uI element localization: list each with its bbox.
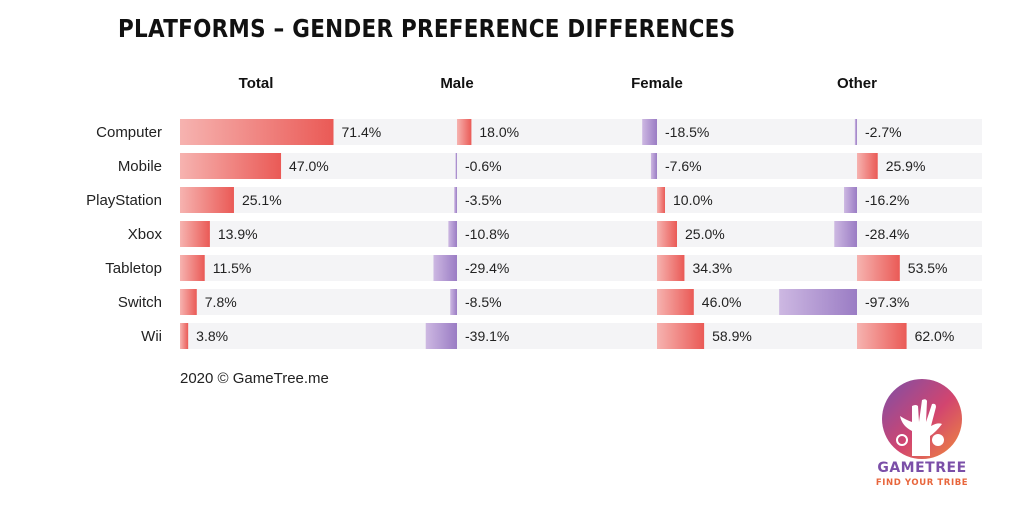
bar-total-mobile	[180, 153, 282, 179]
bar-male-mobile	[455, 153, 457, 179]
row-stripe	[180, 221, 982, 247]
category-label-switch: Switch	[118, 294, 162, 311]
value-label-female-xbox: 25.0%	[685, 226, 725, 242]
value-label-total-mobile: 47.0%	[289, 158, 329, 174]
chart-title: PLATFORMS – GENDER PREFERENCE DIFFERENCE…	[118, 14, 736, 43]
bar-other-wii	[857, 323, 907, 349]
category-label-computer: Computer	[96, 124, 162, 141]
value-label-male-computer: 18.0%	[479, 124, 519, 140]
category-label-xbox: Xbox	[128, 226, 163, 243]
column-header-male: Male	[440, 75, 473, 92]
bar-other-computer	[854, 119, 857, 145]
bar-female-xbox	[657, 221, 677, 247]
category-label-playstation: PlayStation	[86, 192, 162, 209]
value-label-other-wii: 62.0%	[915, 328, 955, 344]
value-label-female-playstation: 10.0%	[673, 192, 713, 208]
value-label-other-switch: -97.3%	[865, 294, 909, 310]
bar-male-tabletop	[433, 255, 457, 281]
value-label-female-mobile: -7.6%	[665, 158, 702, 174]
bar-total-xbox	[180, 221, 210, 247]
bar-male-wii	[425, 323, 457, 349]
bar-other-switch	[779, 289, 857, 315]
value-label-male-mobile: -0.6%	[465, 158, 502, 174]
category-label-tabletop: Tabletop	[105, 260, 162, 277]
value-label-total-wii: 3.8%	[196, 328, 228, 344]
row-stripe	[180, 153, 982, 179]
bar-male-playstation	[454, 187, 457, 213]
logo-emblem-icon	[882, 379, 962, 459]
bars	[180, 119, 907, 349]
value-label-female-computer: -18.5%	[665, 124, 709, 140]
value-label-female-switch: 46.0%	[702, 294, 742, 310]
value-label-other-mobile: 25.9%	[886, 158, 926, 174]
value-label-other-xbox: -28.4%	[865, 226, 909, 242]
value-label-female-wii: 58.9%	[712, 328, 752, 344]
row-stripe	[180, 323, 982, 349]
value-label-total-playstation: 25.1%	[242, 192, 282, 208]
gametree-logo: GAMETREE FIND YOUR TRIBE	[872, 376, 972, 496]
bar-female-mobile	[650, 153, 657, 179]
category-label-mobile: Mobile	[118, 158, 162, 175]
value-label-male-tabletop: -29.4%	[465, 260, 509, 276]
bar-other-playstation	[844, 187, 857, 213]
bar-male-switch	[450, 289, 457, 315]
bar-female-playstation	[657, 187, 665, 213]
bar-total-wii	[180, 323, 189, 349]
value-label-total-switch: 7.8%	[205, 294, 237, 310]
value-label-female-tabletop: 34.3%	[692, 260, 732, 276]
column-header-total: Total	[239, 75, 274, 92]
value-label-male-switch: -8.5%	[465, 294, 502, 310]
logo-wordmark: GAMETREE	[877, 460, 967, 476]
bar-female-wii	[657, 323, 705, 349]
value-label-total-computer: 71.4%	[342, 124, 382, 140]
value-label-other-computer: -2.7%	[865, 124, 902, 140]
category-label-wii: Wii	[141, 328, 162, 345]
bar-female-switch	[657, 289, 694, 315]
bar-other-tabletop	[857, 255, 900, 281]
value-label-male-wii: -39.1%	[465, 328, 509, 344]
value-label-total-tabletop: 11.5%	[213, 260, 252, 276]
value-labels: 71.4% 47.0% 25.1% 13.9% 11.5% 7.8% 3.8% 18.0% -0…	[196, 124, 954, 344]
row-stripe	[180, 187, 982, 213]
value-label-other-tabletop: 53.5%	[908, 260, 948, 276]
bar-male-computer	[457, 119, 472, 145]
bar-female-computer	[642, 119, 657, 145]
row-stripe	[180, 255, 982, 281]
bar-other-xbox	[834, 221, 857, 247]
bar-total-computer	[180, 119, 334, 145]
value-label-male-playstation: -3.5%	[465, 192, 502, 208]
footer-credit: 2020 © GameTree.me	[180, 370, 329, 387]
bar-total-playstation	[180, 187, 234, 213]
value-label-male-xbox: -10.8%	[465, 226, 509, 242]
bar-total-tabletop	[180, 255, 205, 281]
category-labels: Computer Mobile PlayStation Xbox Tabletop Swi…	[86, 124, 162, 345]
column-header-female: Female	[631, 75, 683, 92]
bar-male-xbox	[448, 221, 457, 247]
bar-female-tabletop	[657, 255, 685, 281]
bar-other-mobile	[857, 153, 878, 179]
logo-tagline: FIND YOUR TRIBE	[875, 478, 969, 488]
value-label-total-xbox: 13.9%	[218, 226, 258, 242]
column-headers: Total Male Female Other	[239, 75, 878, 92]
column-header-other: Other	[837, 75, 877, 92]
row-stripe	[180, 289, 982, 315]
bar-total-switch	[180, 289, 197, 315]
value-label-other-playstation: -16.2%	[865, 192, 909, 208]
